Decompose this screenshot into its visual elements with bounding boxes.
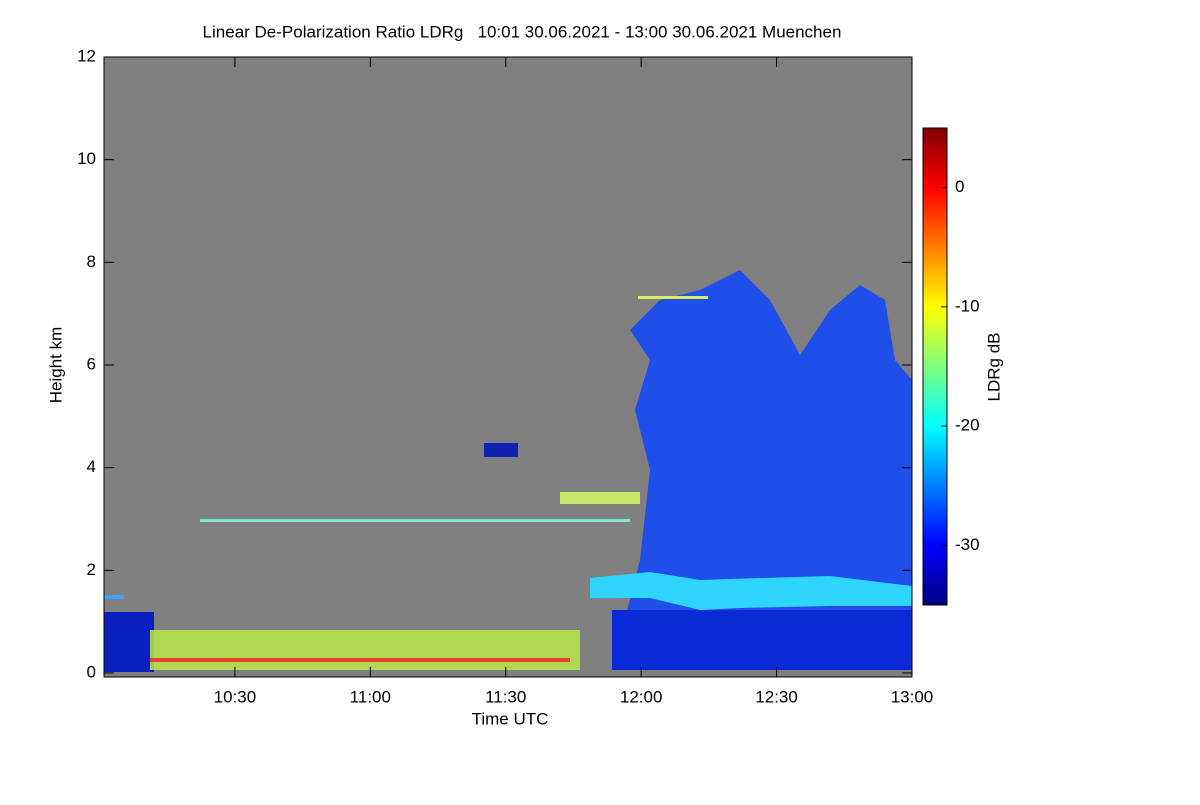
heatmap-region [150,630,580,670]
y-tick-label: 0 [87,662,96,681]
plot-frame [103,56,913,678]
x-tick-label: 11:30 [485,687,526,706]
heatmap-region [104,595,124,599]
y-tick-label: 10 [77,149,96,168]
colorbar-tick-label: -20 [955,416,980,435]
y-tick-label: 8 [87,252,96,271]
x-axis-label: Time UTC [472,709,549,728]
x-tick-label: 12:00 [620,687,663,706]
heatmap-region [638,296,708,299]
y-tick-label: 6 [87,354,96,373]
chart-title: Linear De-Polarization Ratio LDRg 10:01 … [203,22,842,41]
x-tick-label: 13:00 [891,687,934,706]
heatmap [104,57,912,677]
heatmap-region [150,658,570,662]
x-tick-label: 12:30 [755,687,798,706]
colorbar [922,127,948,606]
heatmap-region [612,610,912,670]
heatmap-region [590,572,912,610]
y-tick-label: 12 [77,46,96,65]
heatmap-region [560,492,640,504]
heatmap-region [104,612,154,672]
heatmap-region [484,443,518,457]
y-tick-label: 2 [87,560,96,579]
heatmap-region [200,519,630,522]
x-tick-label: 10:30 [214,687,257,706]
y-axis-label: Height km [46,327,65,404]
heatmap-region [612,270,912,670]
colorbar-tick-label: -10 [955,296,980,315]
y-tick-label: 4 [87,457,96,476]
colorbar-tick-label: 0 [955,177,964,196]
colorbar-tick-label: -30 [955,535,980,554]
colorbar-label: LDRg dB [984,333,1003,402]
x-tick-label: 11:00 [350,687,391,706]
